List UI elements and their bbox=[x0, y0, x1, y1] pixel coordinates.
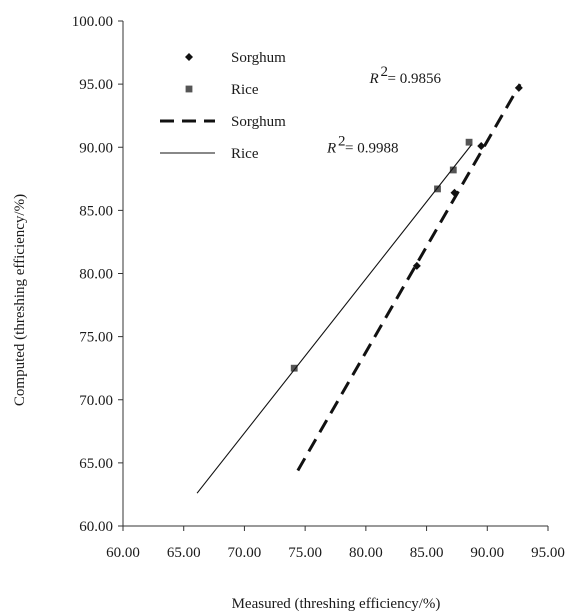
legend-label: Sorghum bbox=[231, 114, 286, 130]
y-tick-label: 85.00 bbox=[79, 203, 113, 219]
x-tick-label: 70.00 bbox=[228, 545, 262, 561]
x-tick-label: 60.00 bbox=[106, 545, 140, 561]
x-tick-label: 90.00 bbox=[470, 545, 504, 561]
y-tick-label: 75.00 bbox=[79, 330, 113, 346]
x-tick-label: 80.00 bbox=[349, 545, 383, 561]
x-axis-title: Measured (threshing efficiency/%) bbox=[232, 596, 441, 612]
sorghum-fit-line bbox=[296, 83, 522, 472]
legend: Sorghum Rice Sorghum Rice bbox=[160, 50, 286, 162]
legend-label: Rice bbox=[231, 82, 259, 98]
sorghum-point bbox=[477, 141, 486, 150]
legend-label: Sorghum bbox=[231, 50, 286, 66]
r-squared-value: = 0.9988 bbox=[345, 140, 398, 156]
rice-point bbox=[290, 364, 298, 372]
legend-sorghum-marker bbox=[185, 53, 193, 61]
y-tick-label: 70.00 bbox=[79, 393, 113, 409]
y-tick-label: 90.00 bbox=[79, 140, 113, 156]
y-tick-label: 65.00 bbox=[79, 456, 113, 472]
r-squared-value: = 0.9856 bbox=[388, 71, 442, 87]
x-tick-label: 95.00 bbox=[531, 545, 565, 561]
r-squared-exponent: 2 bbox=[381, 64, 389, 80]
legend-label: Rice bbox=[231, 146, 259, 162]
plot-area bbox=[196, 83, 523, 494]
r-squared-symbol: R bbox=[369, 71, 379, 87]
y-axis-title: Computed (threshing efficiency/%) bbox=[12, 194, 28, 406]
x-tick-label: 85.00 bbox=[410, 545, 444, 561]
axes: 60.00 65.00 70.00 75.00 80.00 85.00 90.00 95.00… bbox=[72, 14, 565, 561]
r-squared-symbol: R bbox=[326, 140, 336, 156]
rice-point bbox=[465, 138, 473, 146]
x-tick-label: 65.00 bbox=[167, 545, 201, 561]
y-tick-label: 60.00 bbox=[79, 519, 113, 535]
rice-point bbox=[434, 185, 441, 193]
legend-rice-marker bbox=[185, 85, 193, 93]
rice-point bbox=[449, 166, 457, 174]
r-squared-exponent: 2 bbox=[338, 133, 346, 149]
y-tick-label: 100.00 bbox=[72, 14, 113, 30]
x-tick-label: 75.00 bbox=[288, 545, 322, 561]
rice-fit-line bbox=[196, 144, 472, 494]
y-tick-label: 95.00 bbox=[79, 77, 113, 93]
y-tick-label: 80.00 bbox=[79, 267, 113, 283]
